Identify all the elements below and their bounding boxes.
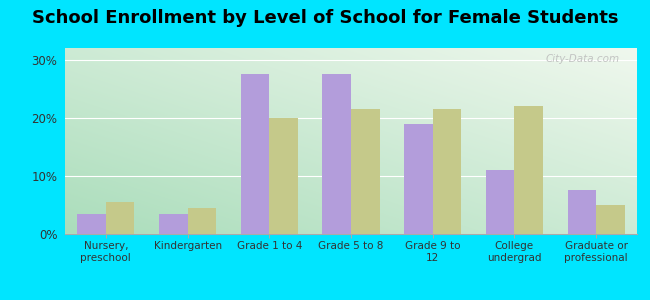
Bar xyxy=(322,74,351,234)
Bar xyxy=(159,214,188,234)
Bar xyxy=(486,170,514,234)
Bar xyxy=(77,214,106,234)
Bar xyxy=(567,190,596,234)
Bar xyxy=(269,118,298,234)
Bar xyxy=(404,124,433,234)
Bar xyxy=(240,74,269,234)
Bar xyxy=(514,106,543,234)
Bar xyxy=(188,208,216,234)
Bar xyxy=(106,202,135,234)
Bar xyxy=(351,109,380,234)
Bar xyxy=(596,205,625,234)
Text: School Enrollment by Level of School for Female Students: School Enrollment by Level of School for… xyxy=(32,9,618,27)
Bar xyxy=(433,109,462,234)
Text: City-Data.com: City-Data.com xyxy=(546,54,620,64)
